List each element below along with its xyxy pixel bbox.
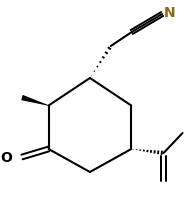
Text: O: O	[1, 151, 13, 165]
Text: N: N	[164, 6, 176, 20]
Polygon shape	[21, 95, 49, 106]
